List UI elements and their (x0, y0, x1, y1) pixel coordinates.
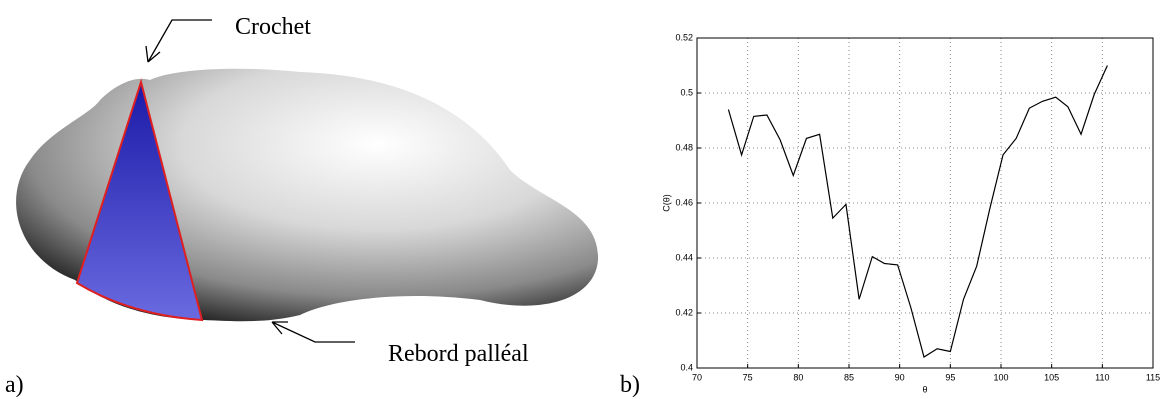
panel-label: b) (620, 372, 640, 398)
x-tick-label: 90 (895, 372, 905, 382)
y-tick-label: 0.42 (675, 307, 693, 317)
x-tick-label: 80 (793, 372, 803, 382)
x-tick-label: 100 (993, 372, 1008, 382)
arrow-bottom (272, 322, 355, 342)
x-tick-label: 70 (692, 372, 702, 382)
y-tick-label: 0.5 (680, 87, 693, 97)
y-tick-label: 0.46 (675, 197, 693, 207)
x-tick-label: 75 (743, 372, 753, 382)
y-tick-label: 0.48 (675, 142, 693, 152)
chart: 0.4 0.42 0.44 0.46 0.48 0.5 0.52 70 75 80 85 90 95 10… (661, 32, 1160, 394)
arrow-top (146, 20, 212, 62)
panel-label: a) (5, 372, 24, 398)
x-axis-label: θ (922, 384, 927, 394)
x-tick-label: 85 (844, 372, 854, 382)
label-rebord: Rebord palléal (388, 341, 529, 367)
y-tick-label: 0.52 (675, 32, 693, 42)
x-tick-label: 110 (1095, 372, 1109, 382)
page: Crochet Rebord palléal a) b) 0.4 0.42 0.44… (0, 0, 1174, 399)
x-tick-label: 115 (1146, 372, 1160, 382)
x-tick-label: 95 (945, 372, 955, 382)
figure: Crochet Rebord palléal a) b) 0.4 0.42 0.44… (0, 0, 1174, 399)
y-tick-label: 0.4 (680, 362, 693, 372)
y-tick-label: 0.44 (675, 252, 693, 262)
x-tick-label: 105 (1044, 372, 1059, 382)
label-crochet: Crochet (235, 14, 311, 40)
y-axis-label: C(θ) (661, 194, 671, 212)
